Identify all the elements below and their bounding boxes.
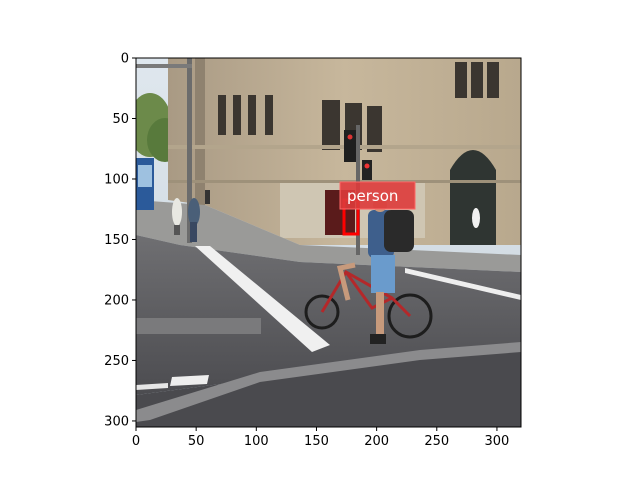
y-axis: 0 50 100 150 200 250 300 — [104, 52, 136, 429]
x-tick-label: 200 — [364, 434, 389, 449]
x-tick-label: 0 — [132, 434, 140, 449]
y-tick-label: 50 — [112, 112, 129, 127]
y-tick-label: 100 — [104, 172, 129, 187]
y-tick-label: 200 — [104, 293, 129, 308]
person-label: person — [347, 187, 398, 205]
photo — [136, 58, 521, 427]
x-tick-label: 50 — [188, 434, 205, 449]
axes-frame — [135, 57, 522, 428]
x-tick-label: 300 — [485, 434, 510, 449]
person-annotation: person — [339, 181, 416, 236]
person-label-background — [339, 181, 416, 210]
y-tick-label: 150 — [104, 233, 129, 248]
y-tick-label: 0 — [121, 52, 129, 67]
x-tick-label: 100 — [244, 434, 269, 449]
x-tick-label: 250 — [424, 434, 449, 449]
y-tick-label: 250 — [104, 354, 129, 369]
x-axis: 0 50 100 150 200 250 300 — [132, 427, 509, 449]
x-tick-label: 150 — [304, 434, 329, 449]
y-tick-label: 300 — [104, 414, 129, 429]
